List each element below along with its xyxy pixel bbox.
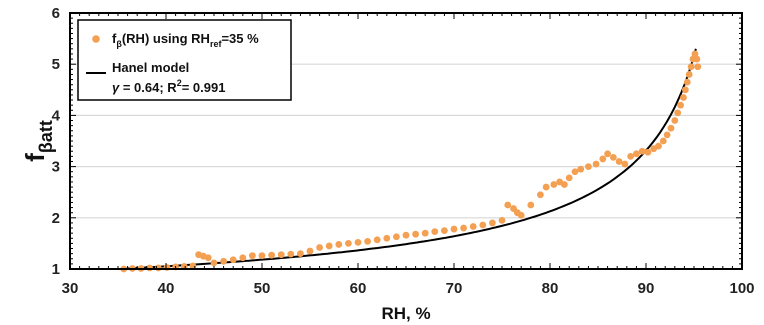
x-tick-label-60: 60	[350, 280, 367, 297]
scatter-point	[644, 148, 652, 156]
legend-model-label: Hanel model	[112, 60, 189, 75]
scatter-point	[383, 234, 391, 242]
x-tick-label-100: 100	[729, 280, 754, 297]
x-tick-label-90: 90	[638, 280, 655, 297]
scatter-point	[504, 201, 512, 209]
scatter-point	[527, 201, 535, 209]
scatter-point	[469, 223, 477, 230]
scatter-point	[577, 165, 585, 173]
scatter-point	[609, 153, 617, 161]
x-tick-label-40: 40	[158, 280, 175, 297]
scatter-point	[335, 241, 343, 248]
scatter-point	[571, 168, 579, 176]
scatter-point	[680, 94, 687, 101]
scatter-point	[677, 101, 684, 109]
legend-scatter-marker	[92, 35, 100, 43]
plot-frame	[69, 12, 743, 270]
scatter-point	[694, 63, 702, 71]
scatter-point	[316, 244, 323, 251]
x-axis-label: RH, %	[381, 304, 430, 323]
scatter-point	[402, 231, 410, 239]
scatter-point	[479, 221, 487, 229]
scatter-point	[268, 251, 275, 259]
scatter-point	[325, 242, 333, 250]
scatter-point	[210, 259, 218, 267]
scatter-point	[204, 254, 212, 262]
scatter-point	[287, 250, 295, 258]
scatter-point	[691, 50, 699, 58]
scatter-point	[277, 251, 285, 259]
scatter-point	[667, 124, 675, 132]
scatter-point	[498, 216, 506, 224]
x-tick-label-50: 50	[254, 280, 271, 297]
scatter-point	[412, 230, 419, 238]
x-tick-label-70: 70	[446, 280, 463, 297]
scatter-point	[249, 252, 256, 260]
scatter-point	[685, 71, 693, 78]
scatter-point	[517, 211, 525, 219]
scatter-point	[542, 183, 550, 191]
x-tick-label-80: 80	[542, 280, 559, 297]
legend: fβ(RH) using RHref=35 % Hanel model γ = …	[77, 19, 292, 101]
scatter-point	[655, 142, 662, 150]
scatter-point	[431, 228, 439, 236]
scatter-point	[239, 254, 247, 262]
y-tick-label-1: 1	[52, 261, 60, 278]
scatter-point	[345, 240, 352, 247]
scatter-point	[297, 250, 304, 258]
scatter-point	[674, 109, 682, 117]
scatter-point	[671, 117, 679, 124]
scatter-point	[550, 181, 558, 188]
scatter-point	[615, 158, 623, 165]
scatter-point	[229, 256, 237, 264]
scatter-point	[663, 131, 671, 139]
scatter-point	[687, 63, 695, 71]
scatter-point	[460, 224, 467, 232]
y-tick-label-5: 5	[52, 56, 60, 73]
scatter-point	[659, 137, 667, 145]
svg-text:fβatt: fβatt	[20, 120, 56, 162]
model-curve-layer	[123, 48, 697, 270]
legend-scatter-label: fβ(RH) using RHref=35 %	[112, 31, 259, 49]
scatter-point	[638, 147, 646, 155]
scatter-point	[220, 257, 228, 265]
scatter-point	[354, 238, 362, 246]
scatter-point	[258, 252, 266, 260]
scatter-point	[683, 78, 691, 86]
scatter-point	[585, 163, 592, 171]
y-tick-label-2: 2	[52, 210, 60, 227]
tick-labels: 1 2 3 4 5 6 30 40 50 60 70 80 90 100	[52, 5, 755, 297]
legend-box	[77, 19, 292, 101]
legend-model-stats: γ = 0.64; R2= 0.991	[112, 78, 225, 95]
hanel-model-line	[123, 48, 697, 270]
scatter-point	[627, 152, 635, 160]
scatter-point	[565, 174, 573, 182]
scatter-point	[364, 237, 371, 245]
y-axis-label-main: f	[20, 153, 50, 162]
scatter-point	[599, 155, 607, 163]
scatter-point	[633, 150, 640, 158]
y-axis-label: fβatt	[20, 120, 56, 162]
scatter-point	[441, 227, 448, 235]
scatter-point	[604, 150, 611, 158]
scatter-point	[489, 219, 496, 227]
scatter-point	[693, 55, 701, 63]
scatter-point	[621, 160, 629, 168]
y-tick-label-4: 4	[52, 107, 61, 124]
x-tick-label-30: 30	[62, 280, 79, 297]
scatter-point	[537, 191, 544, 199]
scatter-point	[393, 233, 400, 241]
scatter-point	[592, 160, 600, 168]
scatter-point	[306, 247, 314, 255]
scatter-point	[450, 225, 458, 233]
scatter-point	[421, 229, 429, 237]
scatter-point	[681, 86, 689, 94]
scatter-point	[561, 181, 568, 188]
y-tick-label-3: 3	[52, 159, 60, 176]
y-tick-label-6: 6	[52, 5, 60, 22]
scatter-point	[373, 236, 381, 244]
y-axis-label-sub: βatt	[36, 120, 56, 153]
